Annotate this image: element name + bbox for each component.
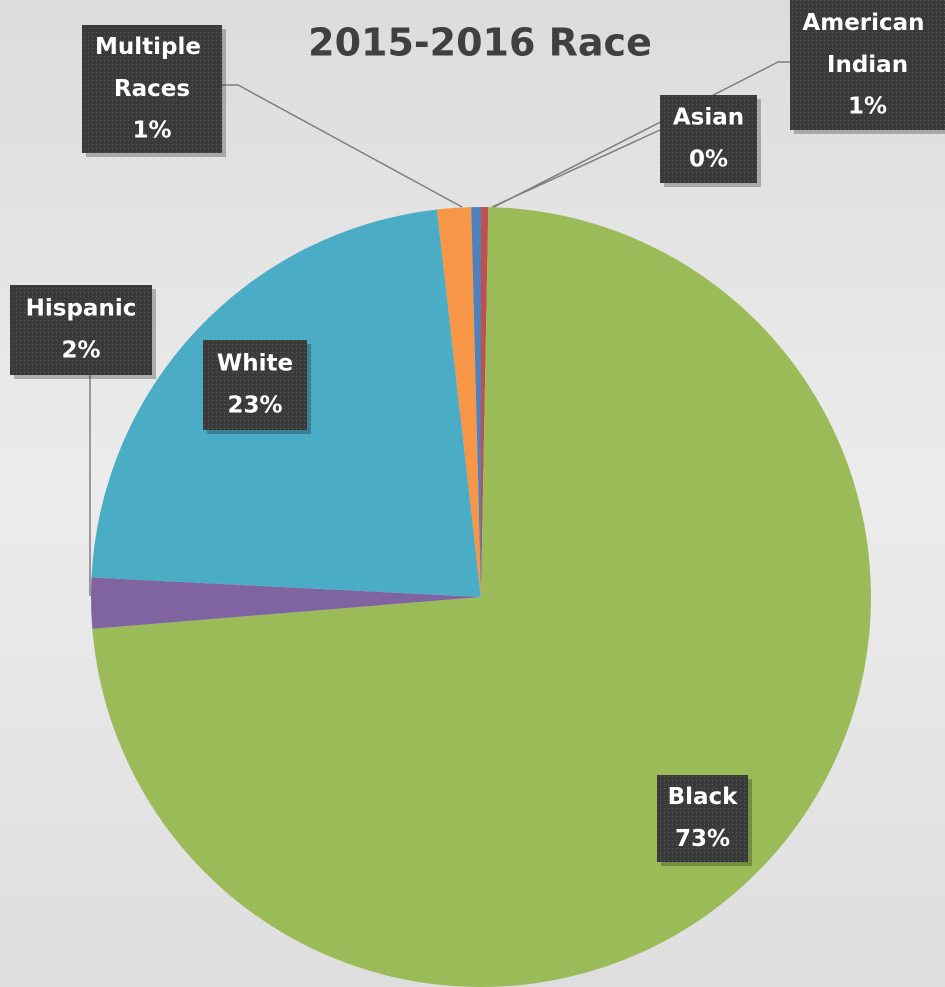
data-label: White 23% <box>203 340 311 434</box>
label-box <box>10 285 152 375</box>
value-label: 1% <box>132 118 171 144</box>
category-label: Hispanic <box>26 296 137 322</box>
pie-slice <box>90 577 481 629</box>
data-label: American Indian 1% <box>790 0 945 134</box>
data-label: Hispanic 2% <box>10 285 156 379</box>
data-label: Asian 0% <box>660 95 761 187</box>
chart-title: 2015-2016 Race <box>308 21 652 65</box>
value-label: 0% <box>689 147 728 173</box>
label-box <box>790 0 945 130</box>
value-label: 2% <box>61 338 100 364</box>
leader-lines <box>89 61 790 596</box>
label-box <box>203 340 307 430</box>
leader-line <box>493 61 790 208</box>
pie-slice <box>436 207 481 597</box>
pie-slice <box>481 207 489 597</box>
leader-line <box>222 84 463 208</box>
category-label: Black <box>668 784 739 810</box>
category-label: Multiple Races <box>95 34 209 102</box>
value-label: 73% <box>675 826 730 852</box>
label-box <box>82 25 222 153</box>
label-box <box>657 775 748 862</box>
label-box <box>660 95 757 183</box>
category-label: American Indian <box>802 10 932 78</box>
pie-slice <box>471 207 481 597</box>
category-label: White <box>217 351 293 377</box>
data-label: Black 73% <box>657 775 752 866</box>
category-label: Asian <box>673 105 744 131</box>
value-label: 23% <box>227 393 282 419</box>
leader-line <box>491 129 661 208</box>
pie <box>90 207 871 987</box>
value-label: 1% <box>848 94 887 120</box>
data-label: Multiple Races 1% <box>82 25 226 157</box>
